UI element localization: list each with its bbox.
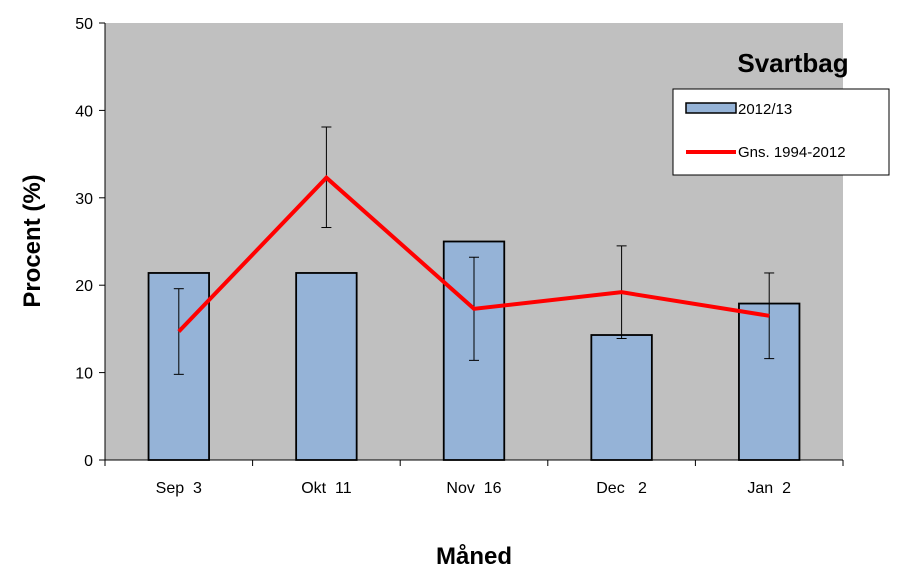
y-axis-title: Procent (%)	[19, 174, 46, 307]
y-tick-label: 0	[84, 453, 93, 470]
bar	[590, 334, 653, 461]
legend-label-bar: 2012/13	[738, 101, 792, 118]
y-tick-label: 10	[75, 366, 93, 383]
x-axis-title: Måned	[436, 543, 512, 565]
axes	[99, 22, 844, 466]
x-tick-label: Dec 2	[596, 480, 647, 497]
y-tick-label: 30	[75, 191, 93, 208]
legend-swatch-bar	[685, 102, 737, 114]
x-tick-label: Jan 2	[747, 480, 791, 497]
legend-label-line: Gns. 1994-2012	[738, 144, 846, 161]
x-tick-label: Okt 11	[301, 480, 351, 497]
y-tick-label: 40	[75, 103, 93, 120]
legend: 2012/13 Gns. 1994-2012	[672, 88, 890, 176]
series-line	[177, 174, 770, 333]
bar	[295, 272, 358, 461]
x-tick-label: Nov 16	[446, 480, 501, 497]
x-tick-label: Sep 3	[156, 480, 202, 497]
x-tick-labels: Sep 3 Okt 11 Nov 16 Dec 2 Jan 2	[156, 480, 791, 497]
line-series-average	[177, 174, 770, 333]
chart-title: Svartbag	[737, 48, 848, 78]
y-tick-label: 50	[75, 16, 93, 33]
y-tick-labels: 0 10 20 30 40 50	[75, 16, 93, 470]
y-tick-label: 20	[75, 278, 93, 295]
